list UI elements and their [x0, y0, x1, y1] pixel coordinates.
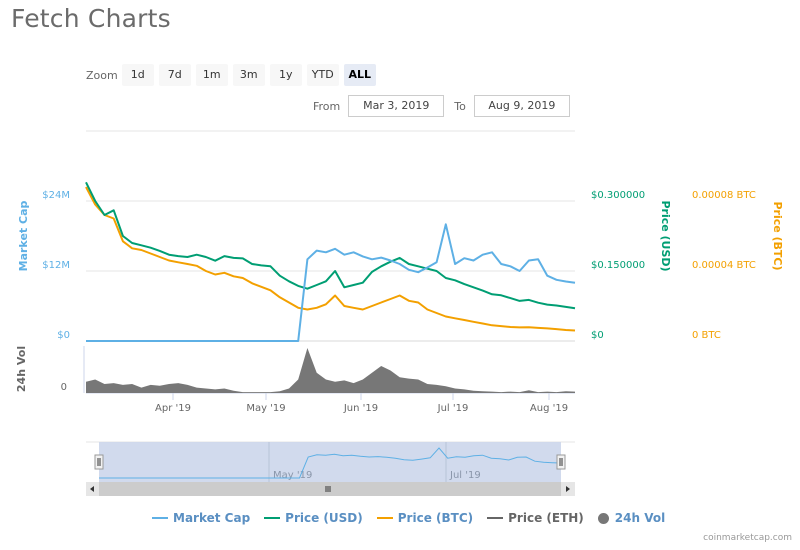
from-label: From — [313, 99, 341, 113]
arrow-right-icon — [566, 486, 570, 492]
btc-tick-0.00004: 0.00004 BTC — [692, 260, 756, 271]
legend-item-price-btc[interactable]: Price (BTC) — [376, 511, 474, 525]
legend-label: Price (ETH) — [508, 511, 584, 525]
market-cap-axis-title: Market Cap — [17, 201, 30, 272]
price-usd-axis: $0.300000 $0.150000 $0 Price (USD) — [591, 190, 672, 341]
volume-panel: 0 24h Vol — [15, 346, 575, 394]
price-btc-axis: 0.00008 BTC 0.00004 BTC 0 BTC Price (BTC… — [692, 190, 784, 341]
zoom-label: Zoom — [86, 68, 118, 82]
usd-tick-0.3: $0.300000 — [591, 190, 645, 201]
xtick-jul: Jul '19 — [437, 403, 469, 414]
zoom-button-all[interactable]: ALL — [343, 64, 376, 86]
legend-item-market-cap[interactable]: Market Cap — [152, 511, 250, 525]
navigator-line — [99, 447, 562, 479]
xtick-aug: Aug '19 — [530, 403, 568, 414]
zoom-selector: Zoom 1d 7d 1m 3m 1y YTD ALL — [86, 64, 381, 86]
line-swatch-icon — [152, 517, 168, 519]
xtick-jun: Jun '19 — [343, 403, 378, 414]
navigator-tick-jul: Jul '19 — [449, 470, 481, 481]
chart-legend: Market Cap Price (USD) Price (BTC) Price… — [152, 511, 679, 525]
legend-item-24h-vol[interactable]: 24h Vol — [597, 511, 666, 525]
price-btc-line — [85, 186, 576, 332]
zoom-button-7d[interactable]: 7d — [158, 64, 191, 86]
x-axis: Apr '19 May '19 Jun '19 Jul '19 Aug '19 — [155, 393, 568, 414]
xtick-apr: Apr '19 — [155, 403, 191, 414]
zoom-button-3m[interactable]: 3m — [232, 64, 265, 86]
btc-tick-0.00008: 0.00008 BTC — [692, 190, 756, 201]
xtick-may: May '19 — [246, 403, 285, 414]
mcap-tick-0: $0 — [57, 330, 70, 341]
zoom-button-ytd[interactable]: YTD — [306, 64, 339, 86]
navigator-tick-may: May '19 — [273, 470, 312, 481]
navigator-left-handle[interactable] — [94, 454, 104, 470]
legend-item-price-usd[interactable]: Price (USD) — [264, 511, 363, 525]
mcap-tick-24m: $24M — [42, 190, 70, 201]
from-date-input[interactable]: Mar 3, 2019 — [348, 95, 445, 117]
price-usd-line — [85, 181, 576, 310]
gridlines — [86, 130, 575, 342]
line-swatch-icon — [376, 517, 393, 519]
legend-label: Price (USD) — [285, 511, 363, 525]
arrow-left-icon — [90, 486, 94, 492]
legend-label: Price (BTC) — [397, 511, 474, 525]
page-title: Fetch Charts — [11, 4, 171, 33]
legend-label: Market Cap — [173, 511, 251, 525]
line-swatch-icon — [264, 517, 281, 519]
volume-tick-0: 0 — [61, 382, 67, 393]
dot-swatch-icon — [597, 512, 609, 524]
price-btc-axis-title: Price (BTC) — [771, 201, 784, 270]
date-range: From Mar 3, 2019 To Aug 9, 2019 — [313, 95, 580, 117]
btc-tick-0: 0 BTC — [692, 330, 721, 341]
market-cap-axis: $24M $12M $0 Market Cap — [17, 190, 70, 341]
navigator[interactable]: May '19 Jul '19 — [86, 441, 575, 482]
line-swatch-icon — [487, 517, 504, 519]
price-usd-axis-title: Price (USD) — [659, 200, 672, 271]
to-label: To — [454, 99, 466, 113]
legend-item-price-eth[interactable]: Price (ETH) — [487, 511, 584, 525]
to-date-input[interactable]: Aug 9, 2019 — [473, 95, 570, 117]
mcap-tick-12m: $12M — [42, 260, 70, 271]
volume-area — [86, 348, 575, 393]
usd-tick-0: $0 — [591, 330, 604, 341]
zoom-button-1m[interactable]: 1m — [195, 64, 228, 86]
zoom-button-1d[interactable]: 1d — [121, 64, 154, 86]
zoom-button-1y[interactable]: 1y — [269, 64, 302, 86]
market-cap-line — [86, 223, 576, 342]
navigator-selection[interactable] — [99, 442, 561, 482]
usd-tick-0.15: $0.150000 — [591, 260, 645, 271]
credit-link[interactable]: coinmarketcap.com — [703, 533, 792, 543]
legend-label: 24h Vol — [614, 511, 666, 525]
volume-axis-title: 24h Vol — [15, 346, 28, 392]
scrollbar[interactable] — [86, 482, 575, 496]
navigator-right-handle[interactable] — [556, 454, 566, 470]
